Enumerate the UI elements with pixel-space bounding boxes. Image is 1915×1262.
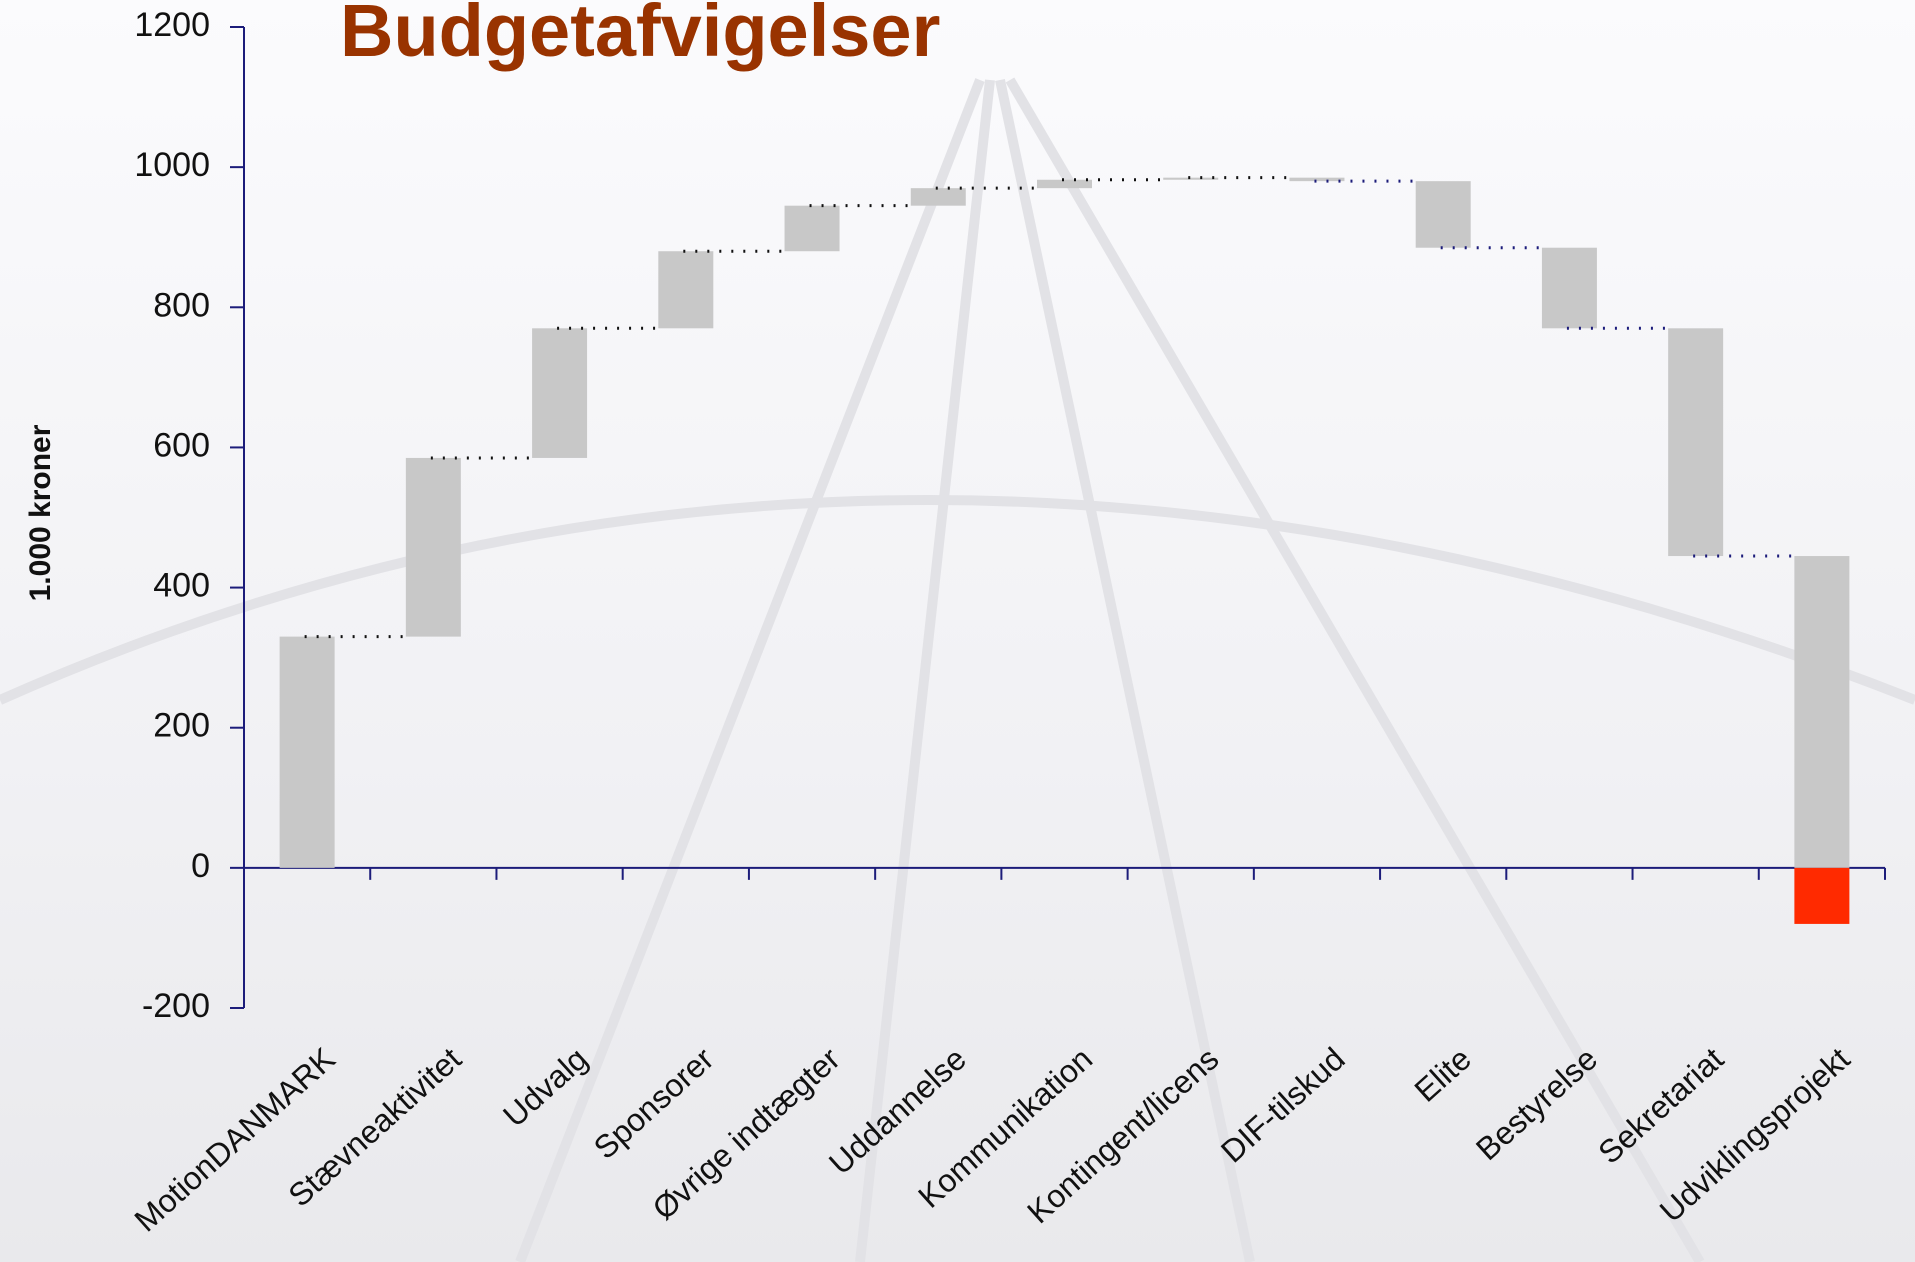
y-tick-label: 200	[153, 707, 210, 745]
y-tick-label: 0	[191, 847, 210, 885]
background-track	[0, 77, 1915, 1262]
bar-below-zero	[1794, 867, 1850, 924]
bar	[784, 205, 840, 252]
x-tick-label: DIF-tilskud	[1214, 1040, 1352, 1169]
bar	[1163, 177, 1219, 180]
y-tick-label: 400	[153, 567, 210, 605]
bar	[1668, 328, 1724, 557]
bar	[405, 457, 461, 637]
bar	[1415, 181, 1471, 248]
bar	[279, 636, 335, 868]
bar	[910, 188, 966, 206]
y-tick-label: 600	[153, 426, 210, 464]
y-tick-label: 1200	[134, 6, 210, 44]
y-tick-label: -200	[142, 987, 210, 1025]
y-tick-label: 1000	[134, 146, 210, 184]
bar	[1541, 247, 1597, 329]
bar	[658, 251, 714, 329]
bar	[1037, 179, 1092, 189]
bar	[532, 328, 588, 458]
x-tick-label: Bestyrelse	[1469, 1040, 1604, 1167]
y-axis-label: 1.000 kroner	[24, 424, 57, 601]
chart-title: Budgetafvigelser	[340, 0, 940, 72]
x-tick-label: Sponsorer	[587, 1040, 721, 1166]
x-tick-label: Elite	[1408, 1040, 1478, 1108]
y-tick-label: 800	[153, 286, 210, 324]
bar	[1289, 177, 1345, 182]
bar	[1794, 556, 1850, 868]
